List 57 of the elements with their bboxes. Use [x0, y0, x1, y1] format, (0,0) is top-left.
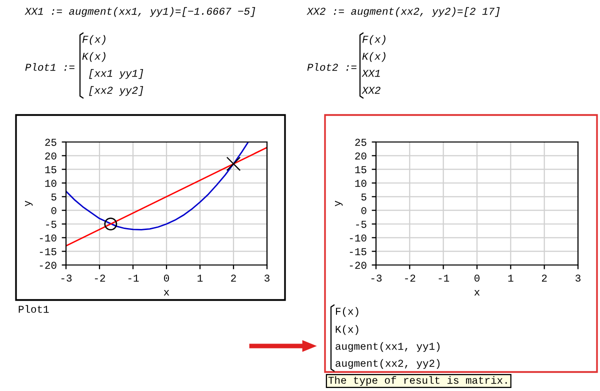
x-tick-label: 2 — [542, 274, 547, 282]
text: XX2 := augment(xx2, yy2)=[2 17] — [306, 7, 500, 17]
y-tick-label: -15 — [40, 248, 56, 256]
x-tick-label: 2 — [231, 274, 236, 282]
text: augment(xx1, yy1) — [336, 342, 440, 352]
y-tick-label: 0 — [51, 207, 56, 214]
y-tick-label: 5 — [361, 194, 366, 201]
y-tick-label: -5 — [356, 220, 366, 228]
x-tick-label: -2 — [405, 274, 416, 282]
y-tick-label: 0 — [361, 207, 366, 214]
y-tick-label: 20 — [45, 152, 56, 160]
x-axis-title: x — [474, 290, 480, 296]
x-tick-label: 1 — [508, 274, 514, 282]
y-tick-label: -15 — [350, 248, 366, 256]
x-tick-label: -3 — [371, 274, 382, 282]
text: XX1 — [362, 70, 380, 77]
text: Plot1 := — [25, 63, 74, 71]
y-tick-label: -20 — [350, 262, 366, 269]
y-tick-label: 25 — [355, 138, 366, 146]
text: [xx2 yy2] — [89, 86, 144, 96]
y-tick-label: 25 — [45, 138, 56, 146]
y-tick-label: -10 — [350, 234, 366, 242]
text: K(x) — [336, 325, 358, 335]
y-tick-label: 10 — [355, 180, 366, 187]
y-tick-label: 15 — [45, 166, 56, 174]
x-tick-label: -1 — [128, 274, 139, 282]
text: Plot1 — [18, 305, 49, 313]
y-tick-label: -5 — [46, 220, 56, 228]
y-axis-title: y — [24, 200, 33, 206]
x-tick-label: -3 — [61, 274, 72, 282]
x-tick-label: 1 — [198, 274, 203, 282]
x-tick-label: -2 — [94, 274, 106, 282]
y-tick-label: 10 — [45, 180, 56, 187]
text: The type of result is matrix. — [328, 376, 507, 386]
text: F(x) — [82, 35, 106, 45]
y-tick-label: -10 — [40, 234, 56, 242]
text: K(x) — [362, 52, 386, 62]
x-tick-label: -1 — [438, 274, 450, 282]
x-tick-label: 0 — [164, 274, 169, 282]
text: F(x) — [336, 307, 358, 317]
line-series — [66, 142, 249, 230]
x-tick-label: 0 — [474, 274, 480, 282]
text: XX2 — [362, 86, 380, 94]
y-tick-label: 5 — [51, 194, 56, 201]
y-tick-label: 15 — [355, 166, 366, 174]
text: XX1 := augment(xx1, yy1)=[−1.6667 −5] — [24, 7, 256, 17]
text: [xx1 yy1] — [89, 69, 144, 79]
x-tick-label: 3 — [264, 274, 270, 282]
y-axis-title: y — [334, 200, 343, 206]
x-tick-label: 3 — [576, 274, 580, 282]
text: F(x) — [362, 35, 386, 45]
y-tick-label: -20 — [40, 262, 56, 269]
y-tick-label: 20 — [355, 152, 366, 160]
text: K(x) — [82, 52, 106, 62]
text: Plot2 := — [307, 63, 356, 71]
x-axis-title: x — [164, 290, 170, 296]
text: augment(xx2, yy2) — [336, 359, 440, 369]
